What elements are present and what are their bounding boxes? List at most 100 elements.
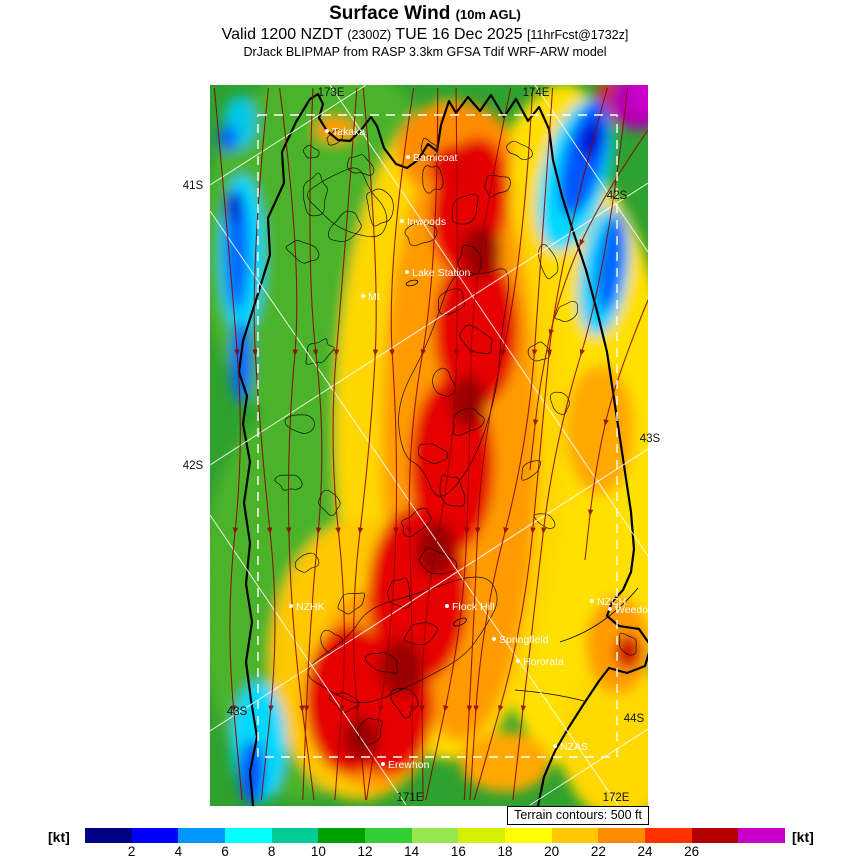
station-dot <box>608 607 612 611</box>
station-nzhk: NZHK <box>289 601 325 613</box>
wind-speed-blob <box>615 635 641 669</box>
terrain-contour <box>422 165 444 194</box>
colorbar-tick: 2 <box>127 844 136 859</box>
station-barnicoat: Barnicoat <box>406 152 457 164</box>
valid-fcst: [11hrFcst@1732z] <box>526 27 629 42</box>
stations-layer: Takaka Barnicoat Inwoods Lake Station Mt… <box>289 126 659 771</box>
colorbar-tick: 10 <box>310 844 326 859</box>
station-label: Erewhon <box>388 759 430 771</box>
terrain-contour <box>307 167 388 238</box>
station-inwoods: Inwoods <box>400 216 446 228</box>
station-label: Takaka <box>332 126 365 138</box>
colorbar-unit-left: [kt] <box>48 829 70 845</box>
wind-speed-blob <box>580 122 602 158</box>
colorbar-tick: 14 <box>404 844 420 859</box>
grid-label-43s-left: 43S <box>227 706 248 718</box>
wind-streamline <box>279 87 315 801</box>
colorbar-segment-8 <box>458 828 506 843</box>
valid-prefix: Valid 1200 NZDT <box>221 25 343 43</box>
colorbar-unit-right: [kt] <box>792 829 814 845</box>
colorbar-segment-12 <box>645 828 692 843</box>
wind-streamline <box>529 129 648 471</box>
station-label: NZCH <box>597 596 626 608</box>
plot-title-suffix: (10m AGL) <box>455 7 521 22</box>
colorbar-segment-9 <box>505 828 552 843</box>
wind-streamline <box>332 87 358 801</box>
station-label: Barnicoat <box>413 152 457 164</box>
station-dot <box>400 219 404 223</box>
colorbar-segment-11 <box>598 828 646 843</box>
colorbar-tick: 22 <box>590 844 606 859</box>
station-label: Lake Station <box>412 267 471 279</box>
colorbar-tick: 12 <box>357 844 373 859</box>
colorbar-tick: 20 <box>544 844 560 859</box>
wind-speed-blob <box>225 192 241 224</box>
station-label: Inwoods <box>407 216 446 228</box>
station-label: Hororata <box>523 656 564 668</box>
colorbar-segment-13 <box>691 828 739 843</box>
valid-date: TUE 16 Dec 2025 <box>395 25 523 43</box>
colorbar-segment-2 <box>178 828 226 843</box>
terrain-contour <box>302 172 328 217</box>
wind-speed-blob <box>627 85 648 113</box>
station-nzch: NZCH <box>590 596 626 608</box>
colorbar-segment-14 <box>738 828 786 843</box>
wind-streamline <box>584 299 648 561</box>
wind-speed-blob <box>315 117 355 143</box>
wind-speed-blob <box>429 145 483 191</box>
station-dot <box>590 599 594 603</box>
grid-label-43s-right: 43S <box>640 433 661 445</box>
plot-header: Surface Wind (10m AGL) Valid 1200 NZDT (… <box>0 3 850 60</box>
terrain-contour <box>303 144 320 159</box>
model-line: DrJack BLIPMAP from RASP 3.3km GFSA Tdif… <box>243 45 607 60</box>
terrain-contour <box>328 210 362 242</box>
grid-label-171e-bottom: 171E <box>397 792 424 804</box>
terrain-contour <box>404 222 438 247</box>
colorbar-segment-3 <box>225 828 272 843</box>
colorbar-segment-7 <box>411 828 459 843</box>
colorbar-tick: 4 <box>174 844 183 859</box>
station-dot <box>516 659 520 663</box>
station-dot <box>381 762 385 766</box>
station-dot <box>405 270 409 274</box>
terrain-contour <box>451 193 479 225</box>
valid-line: Valid 1200 NZDT (2300Z) TUE 16 Dec 2025 … <box>0 26 850 44</box>
wind-speed-blob <box>596 215 626 311</box>
colorbar-segment-4 <box>271 828 319 843</box>
station-dot <box>361 294 365 298</box>
colorbar-tick: 16 <box>450 844 466 859</box>
wind-streamline <box>365 87 415 801</box>
grid-labels-layer: 173E 174E 41S 42S 43S 42S 43S 44S 171E 1… <box>183 87 661 804</box>
colorbar-segment-10 <box>551 828 599 843</box>
station-dot <box>445 604 449 608</box>
grid-label-44s-right: 44S <box>624 713 645 725</box>
colorbar-tick: 6 <box>221 844 229 859</box>
grid-label-174e-top: 174E <box>523 87 550 99</box>
plot-title: Surface Wind <box>329 3 451 24</box>
colorbar-tick: 18 <box>497 844 513 859</box>
station-weedons: Weedons <box>608 604 659 616</box>
station-label: Flock Hill <box>452 601 495 613</box>
colorbar-segments <box>85 828 786 843</box>
station-label: Weedons <box>615 604 659 616</box>
wind-streamline <box>406 87 439 801</box>
station-flock-hill: Flock Hill <box>445 601 495 613</box>
parallel-44s <box>529 728 648 806</box>
station-hororata: Hororata <box>516 656 564 668</box>
wind-speed-blob <box>219 124 237 152</box>
valid-zulu: (2300Z) <box>347 27 392 42</box>
wind-streamline <box>252 87 276 801</box>
station-label: Mt <box>368 291 380 303</box>
colorbar-segment-5 <box>318 828 366 843</box>
lake <box>405 279 419 287</box>
station-dot <box>406 155 410 159</box>
terrain-contour <box>506 140 533 160</box>
terrain-contour <box>619 632 637 656</box>
grid-label-42s-right: 42S <box>607 190 628 202</box>
colorbar-segment-0 <box>85 828 132 843</box>
colorbar-area: [kt] 2 4 6 8 10 12 14 16 18 20 22 24 26 [kt] <box>0 828 850 860</box>
station-springfield: Springfield <box>492 634 549 646</box>
meridian-174e <box>534 85 648 253</box>
colorbar-tick: 8 <box>267 844 276 859</box>
colorbar-tick: 24 <box>637 844 653 859</box>
